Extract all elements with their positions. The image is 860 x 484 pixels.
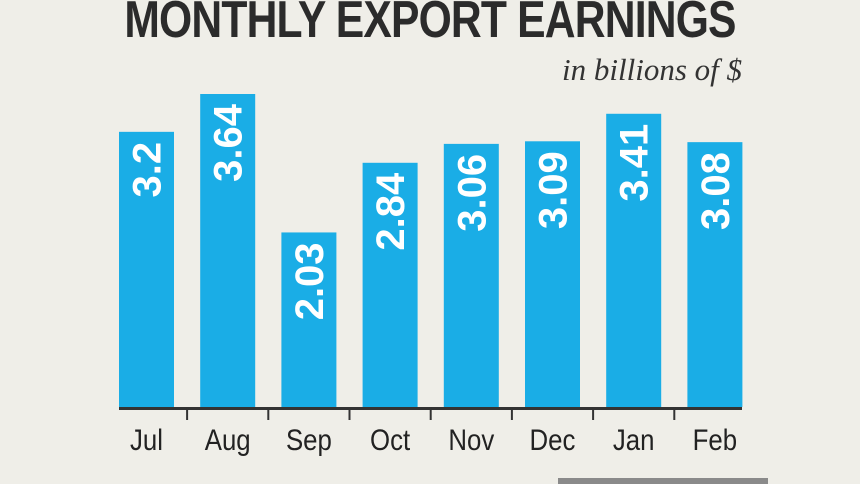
footer-band [558, 478, 768, 484]
chart-title: MONTHLY EXPORT EARNINGS [124, 0, 736, 49]
bar-aug [200, 94, 256, 407]
bar-feb [687, 142, 743, 407]
data-label-nov: 3.06 [450, 154, 494, 232]
bar-oct [362, 162, 418, 407]
data-label-jan: 3.41 [613, 124, 657, 202]
x-axis: Jul Aug Sep Oct Nov Dec Jan Feb [119, 407, 742, 456]
bar-dec [525, 141, 580, 408]
x-tick-label-nov: Nov [448, 423, 494, 456]
x-tick-label-dec: Dec [530, 423, 576, 456]
bars-group: 3.2 3.64 2.03 2.84 3.06 3.09 3.41 3.08 [119, 94, 743, 408]
data-label-dec: 3.09 [532, 151, 576, 229]
bar-sep [281, 232, 337, 407]
x-tick-label-aug: Aug [205, 423, 251, 456]
data-label-jul: 3.2 [126, 142, 170, 198]
x-tick-label-sep: Sep [286, 423, 332, 456]
x-tick-label-jul: Jul [130, 423, 163, 456]
bar-nov [443, 143, 499, 407]
data-label-oct: 2.84 [369, 172, 413, 251]
bar-jul [119, 131, 174, 408]
data-label-feb: 3.08 [694, 152, 738, 230]
x-tick-label-feb: Feb [693, 423, 737, 456]
x-tick-label-oct: Oct [370, 423, 410, 456]
x-tick-label-jan: Jan [613, 423, 655, 456]
bar-jan [606, 113, 662, 408]
chart-subtitle: in billions of $ [562, 52, 742, 87]
data-label-sep: 2.03 [288, 242, 332, 320]
data-label-aug: 3.64 [207, 103, 251, 182]
